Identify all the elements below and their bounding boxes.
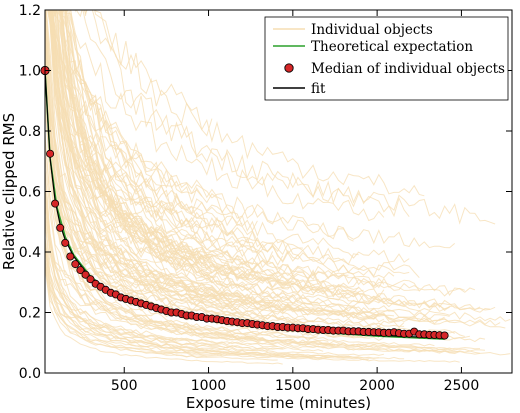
individual-object-curve	[45, 252, 283, 351]
legend-box	[264, 16, 509, 101]
individual-object-curve	[45, 167, 268, 353]
axis-ticks: 500 1000 1500 2000 2500 0.0 0.2 0.4 0.6 0.8 1.0 1.2	[19, 3, 512, 394]
individual-object-curve	[61, 10, 456, 249]
individual-object-curve	[63, 10, 248, 268]
median-point	[76, 266, 85, 275]
y-tick-label: 0.0	[19, 366, 41, 382]
legend-label-fit: fit	[311, 81, 326, 97]
individual-object-curve	[49, 10, 379, 318]
individual-object-curve	[47, 10, 314, 324]
y-tick-label: 1.2	[19, 3, 41, 19]
individual-object-curve	[53, 10, 425, 197]
median-point	[81, 270, 90, 279]
individual-object-curve	[58, 10, 395, 279]
individual-object-curve	[75, 10, 213, 137]
individual-object-curve	[45, 267, 283, 365]
individual-object-curve	[51, 10, 364, 298]
individual-object-curve	[51, 10, 268, 325]
median-point	[56, 223, 65, 232]
x-tick-label: 1500	[275, 378, 311, 394]
y-tick-label: 0.2	[19, 306, 41, 322]
individual-object-curve	[51, 10, 420, 279]
x-tick-label: 2000	[359, 378, 395, 394]
legend-label-theory: Theoretical expectation	[311, 39, 473, 55]
x-tick-label: 2500	[444, 378, 480, 394]
median-point	[440, 331, 449, 340]
individual-object-curve	[45, 264, 223, 357]
individual-object-curve	[45, 28, 273, 342]
individual-object-curve	[59, 10, 405, 305]
individual-object-curve	[45, 264, 207, 359]
individual-object-curve	[59, 10, 385, 222]
y-tick-label: 0.4	[19, 245, 41, 261]
individual-object-curve	[45, 239, 405, 360]
median-point	[46, 149, 55, 158]
individual-object-curve	[45, 222, 329, 359]
individual-object-curve	[53, 10, 354, 242]
legend-swatch-median	[284, 63, 294, 73]
individual-object-curve	[45, 61, 481, 354]
individual-object-curve	[45, 48, 253, 300]
individual-object-curve	[45, 193, 283, 335]
x-tick-label: 1000	[191, 378, 227, 394]
individual-object-curve	[52, 10, 450, 312]
y-tick-label: 1.0	[19, 64, 41, 80]
x-axis-label: Exposure time (minutes)	[186, 394, 371, 412]
median-point	[71, 260, 80, 269]
legend-label-individual: Individual objects	[311, 22, 433, 38]
individual-object-curve	[47, 10, 410, 218]
individual-object-curve	[45, 24, 455, 352]
individual-object-curve	[59, 10, 284, 266]
median-point	[86, 275, 95, 284]
individual-object-curve	[45, 214, 207, 342]
individual-object-curve	[45, 188, 481, 350]
individual-object-curve	[53, 10, 375, 315]
individual-object-curve	[45, 35, 501, 327]
median-point	[61, 238, 70, 247]
median-point	[51, 199, 60, 208]
individual-object-curve	[45, 201, 359, 358]
y-tick-label: 0.8	[19, 124, 41, 140]
legend-label-median: Median of individual objects	[311, 61, 505, 77]
individual-object-curve	[64, 10, 496, 225]
individual-object-curve	[50, 10, 192, 261]
median-series	[40, 65, 449, 340]
individual-object-curve	[51, 10, 233, 310]
individual-object-curve	[50, 10, 385, 288]
individual-object-curve	[48, 10, 212, 276]
y-tick-label: 0.6	[19, 185, 41, 201]
y-axis-label: Relative clipped RMS	[0, 113, 18, 270]
median-point	[66, 252, 75, 261]
x-tick-label: 500	[111, 378, 138, 394]
legend: Individual objects Theoretical expectati…	[264, 16, 509, 101]
